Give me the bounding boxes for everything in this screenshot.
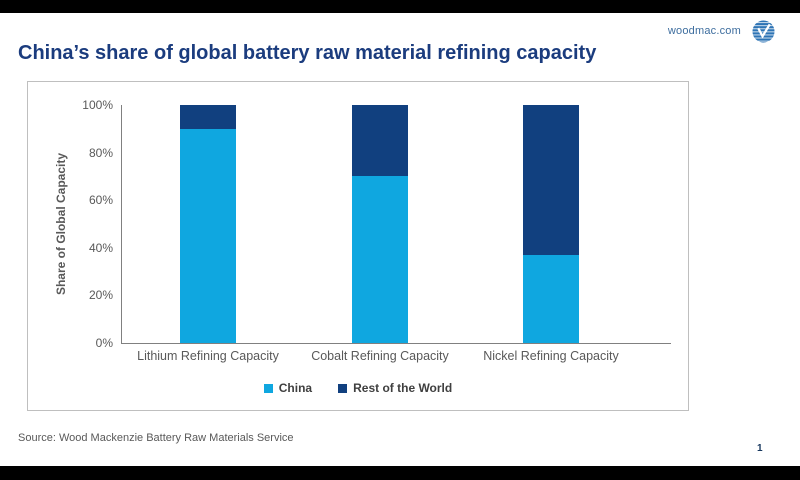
legend-item-china: China xyxy=(263,381,313,395)
chart-panel: Share of Global Capacity 0% 20% 40% 60% 80% 1… xyxy=(27,81,689,411)
y-tick-label: 100% xyxy=(82,98,113,112)
bar-segment-rest-of-the-world xyxy=(352,105,408,177)
stacked-bar-cobalt xyxy=(352,105,408,343)
x-category-label: Cobalt Refining Capacity xyxy=(311,349,449,363)
y-tick-label: 80% xyxy=(88,145,113,160)
y-axis-title: Share of Global Capacity xyxy=(54,152,68,296)
stacked-bar-lithium xyxy=(180,105,236,343)
legend-label: China xyxy=(278,381,313,395)
source-note: Source: Wood Mackenzie Battery Raw Mater… xyxy=(18,432,294,444)
bar-segment-china xyxy=(523,254,579,343)
bottom-black-bar xyxy=(0,466,800,480)
bar-segment-china xyxy=(352,176,408,343)
bar-segment-rest-of-the-world xyxy=(180,105,236,129)
y-tick-label: 20% xyxy=(88,288,113,303)
stacked-bar-nickel xyxy=(523,105,579,343)
y-tick-label: 60% xyxy=(88,193,113,208)
wood-mackenzie-logo-icon xyxy=(752,20,775,43)
legend-swatch-icon xyxy=(338,383,348,393)
y-axis-line xyxy=(121,105,122,344)
x-axis-line xyxy=(121,343,671,344)
bar-segment-rest-of-the-world xyxy=(523,105,579,255)
page-number: 1 xyxy=(757,443,763,454)
x-category-label: Lithium Refining Capacity xyxy=(137,349,279,363)
x-category-label: Nickel Refining Capacity xyxy=(483,349,619,363)
slide-title: China’s share of global battery raw mate… xyxy=(18,42,597,64)
y-tick-label: 0% xyxy=(95,336,113,350)
woodmac-site-link[interactable]: woodmac.com xyxy=(667,25,741,37)
legend-label: Rest of the World xyxy=(353,381,453,395)
legend-item-rest-of-the-world: Rest of the World xyxy=(338,381,452,395)
y-tick-label: 40% xyxy=(88,240,113,255)
chart-legend: China Rest of the World xyxy=(28,381,688,395)
top-black-bar xyxy=(0,0,800,13)
legend-swatch-icon xyxy=(263,383,273,393)
bar-segment-china xyxy=(180,128,236,343)
